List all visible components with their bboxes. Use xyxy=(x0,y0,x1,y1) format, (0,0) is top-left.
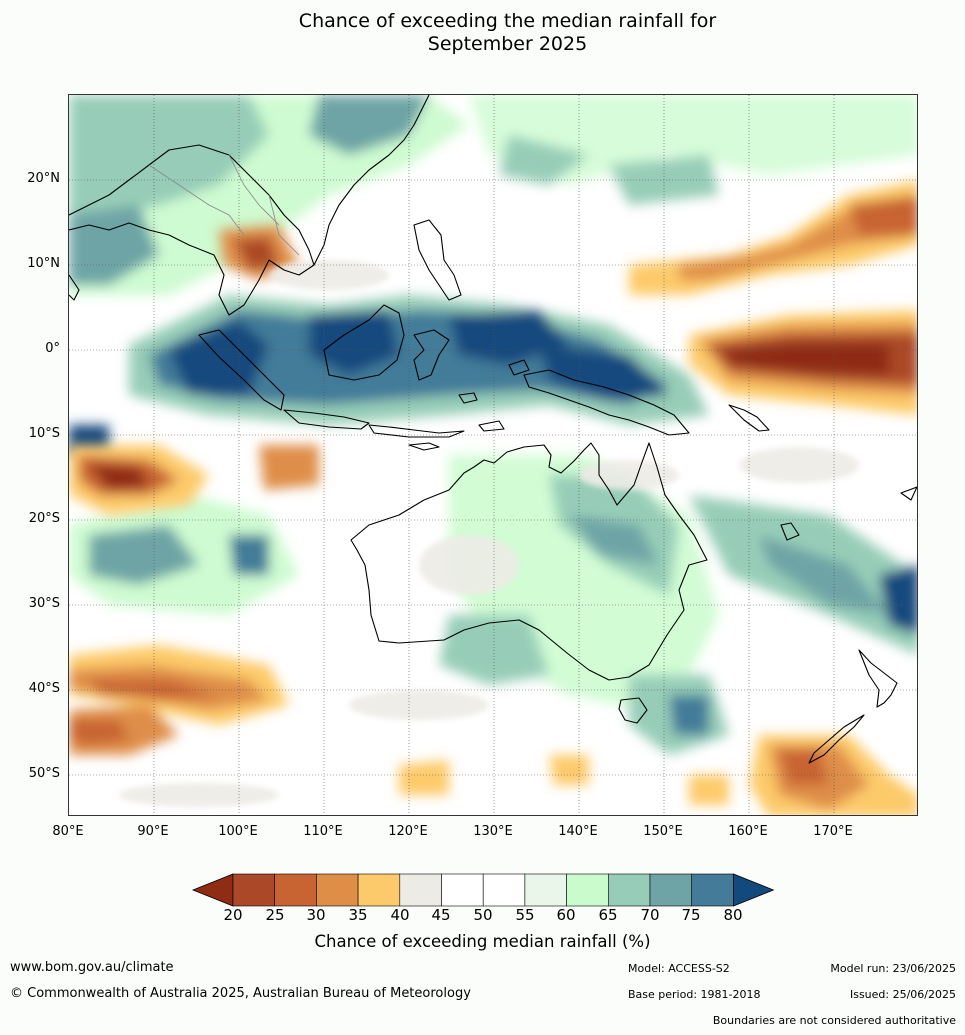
colorbar-cell xyxy=(232,873,276,907)
website-link[interactable]: www.bom.gov.au/climate xyxy=(10,960,174,975)
colorbar-cell xyxy=(357,873,401,907)
lon-tick-170e: 170°E xyxy=(813,824,853,839)
colorbar-label-35: 35 xyxy=(348,906,368,924)
lon-tick-90e: 90°E xyxy=(137,824,169,839)
colorbar-label-80: 80 xyxy=(723,906,743,924)
philippines-coast xyxy=(413,219,462,301)
lat-tick-30s: 30°S xyxy=(28,596,60,611)
sumatra-coast xyxy=(198,329,285,411)
colorbar-extend-low xyxy=(191,873,234,907)
lat-tick-10s: 10°S xyxy=(28,426,60,441)
lon-tick-160e: 160°E xyxy=(728,824,768,839)
lat-tick-50s: 50°S xyxy=(28,766,60,781)
lon-tick-120e: 120°E xyxy=(388,824,428,839)
colorbar-cell xyxy=(566,873,609,907)
lat-tick-40s: 40°S xyxy=(28,681,60,696)
model-text: Model: ACCESS-S2 xyxy=(628,962,730,975)
lat-tick-20n: 20°N xyxy=(27,171,60,186)
colorbar-cell xyxy=(691,873,734,907)
title-line-2: September 2025 xyxy=(427,33,588,55)
lon-tick-140e: 140°E xyxy=(558,824,598,839)
colorbar-cell xyxy=(607,873,651,907)
colorbar-label-30: 30 xyxy=(306,906,326,924)
borders xyxy=(148,154,300,256)
map-title: Chance of exceeding the median rainfall … xyxy=(0,10,965,56)
title-line-1: Chance of exceeding the median rainfall … xyxy=(298,10,717,32)
coastlines xyxy=(69,95,917,764)
issued-text: Issued: 25/06/2025 xyxy=(849,988,956,1001)
model-run-text: Model run: 23/06/2025 xyxy=(830,962,956,975)
lon-tick-130e: 130°E xyxy=(473,824,513,839)
colorbar-label-45: 45 xyxy=(431,906,451,924)
lat-tick-10n: 10°N xyxy=(27,256,60,271)
colorbar-title: Chance of exceeding median rainfall (%) xyxy=(314,932,651,951)
colorbar xyxy=(191,873,775,907)
borneo-coast xyxy=(323,304,405,381)
colorbar-cell xyxy=(316,873,359,907)
neutral-patches xyxy=(119,260,859,807)
colorbar-cell xyxy=(524,873,567,907)
colorbar-label-70: 70 xyxy=(640,906,660,924)
mainland-asia-coast xyxy=(69,144,315,316)
map-svg xyxy=(69,95,917,815)
new-zealand-north xyxy=(858,649,898,708)
dry-anomaly-fields xyxy=(69,180,917,815)
colorbar-cell xyxy=(649,873,693,907)
colorbar-cell xyxy=(274,873,317,907)
colorbar-label-50: 50 xyxy=(473,906,493,924)
new-zealand-south xyxy=(808,714,865,764)
lat-tick-20s: 20°S xyxy=(28,511,60,526)
disclaimer-text: Boundaries are not considered authoritat… xyxy=(712,1014,956,1027)
australia-coast xyxy=(350,442,708,681)
colorbar-label-55: 55 xyxy=(515,906,535,924)
colorbar-label-65: 65 xyxy=(598,906,618,924)
lon-tick-80e: 80°E xyxy=(52,824,84,839)
colorbar-label-40: 40 xyxy=(390,906,410,924)
colorbar-extend-high xyxy=(733,873,775,907)
colorbar-cell xyxy=(441,873,484,907)
copyright-text: © Commonwealth of Australia 2025, Austra… xyxy=(10,986,471,1001)
lon-tick-110e: 110°E xyxy=(303,824,343,839)
colorbar-cell xyxy=(482,873,526,907)
sulawesi-coast xyxy=(413,329,450,381)
lon-tick-100e: 100°E xyxy=(218,824,258,839)
colorbar-label-25: 25 xyxy=(265,906,285,924)
lon-tick-150e: 150°E xyxy=(643,824,683,839)
graticule xyxy=(69,95,917,815)
colorbar-cell xyxy=(399,873,442,907)
rainfall-map xyxy=(68,94,918,816)
tasmania-coast xyxy=(618,697,648,724)
colorbar-label-60: 60 xyxy=(556,906,576,924)
lat-tick-0: 0° xyxy=(45,341,60,356)
java-coast xyxy=(283,409,370,430)
colorbar-label-20: 20 xyxy=(223,906,243,924)
new-guinea-coast xyxy=(523,369,690,436)
colorbar-label-75: 75 xyxy=(681,906,701,924)
base-period-text: Base period: 1981-2018 xyxy=(628,988,761,1001)
